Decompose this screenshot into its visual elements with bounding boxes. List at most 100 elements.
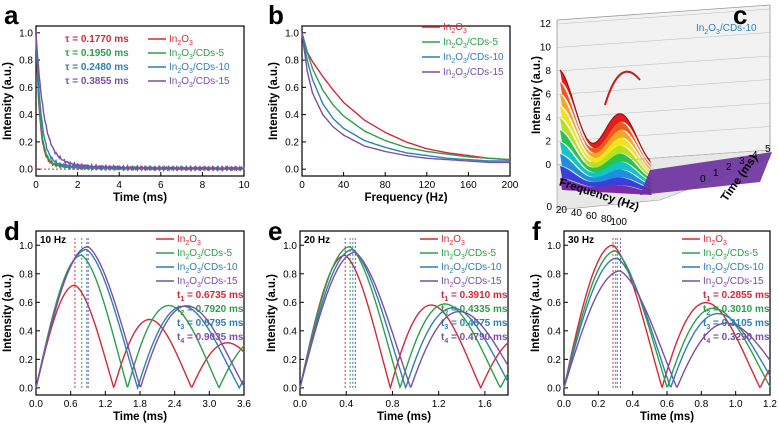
- time-tick-label: 4: [752, 150, 758, 161]
- x-tick-label: 0.0: [557, 399, 571, 410]
- z-tick-label: 12: [540, 19, 552, 30]
- frequency-tag: 30 Hz: [568, 235, 594, 246]
- t-value-label: t2 = 0.3010 ms: [703, 304, 770, 317]
- t-value-label: t1 = 0.6735 ms: [177, 290, 244, 303]
- surface-band: [560, 118, 652, 178]
- x-tick-label: 0.6: [660, 399, 674, 410]
- chart-a: 0 2 4 6 8 10 0.0 0.2 0.4 0.6 0.8 1.0 Time (ms) Intens…: [2, 25, 250, 204]
- legend-label: In2O3/CDs-10: [441, 262, 502, 275]
- y-tick-label: 0.4: [547, 326, 561, 337]
- legend-label: In2O3/CDs-10: [169, 62, 230, 75]
- legend-label: In2O3: [441, 234, 465, 247]
- surface-band: [560, 166, 652, 192]
- response-curve: [563, 270, 771, 389]
- chart-b: 0 40 80 120 160 200 0.0 0.2 0.4 0.6 0.8 1.0 Frequenc…: [268, 22, 519, 204]
- plot-frame: [35, 25, 245, 177]
- x-tick-label: 0.0: [29, 399, 43, 410]
- x-tick-label: 80: [380, 180, 392, 191]
- frequency-tag: 20 Hz: [304, 235, 330, 246]
- legend-label: In2O3/CDs-10: [443, 52, 504, 65]
- y-tick-label: 0.6: [19, 298, 33, 309]
- y-tick-label: 0.0: [283, 383, 297, 394]
- x-axis-label: Time (ms): [113, 411, 167, 423]
- surface-ridge: [559, 69, 651, 161]
- x-tick-label: 8: [200, 180, 206, 191]
- y-axis-label: Intensity (a.u.): [266, 274, 278, 352]
- legend-label: In2O3/CDs-10: [703, 262, 764, 275]
- x-tick-label: 1.8: [133, 399, 147, 410]
- response-curve: [35, 284, 245, 389]
- z-tick-label: 6: [545, 90, 551, 101]
- y-tick-label: 0.8: [19, 56, 33, 67]
- t-value-label: t4 = 0.9035 ms: [177, 332, 244, 345]
- frequency-tag: 10 Hz: [40, 235, 66, 246]
- x-tick-label: 2.4: [168, 399, 182, 410]
- panel-label-c: c: [733, 0, 747, 30]
- freq-tick-label: 40: [571, 208, 583, 219]
- x-tick-label: 0.4: [626, 399, 640, 410]
- x-tick-label: 1.6: [478, 399, 492, 410]
- x-axis-label: Frequency (Hz): [364, 192, 447, 204]
- spectrum-curve: [301, 32, 510, 164]
- x-tick-label: 40: [338, 180, 350, 191]
- legend-label: In2O3/CDs-5: [703, 248, 759, 261]
- x-axis-label: Time (ms): [113, 192, 167, 204]
- x-axis-label: Time (ms): [640, 411, 694, 423]
- z-axis-label: Intensity (a.u.): [531, 56, 543, 134]
- legend-label: In2O3/CDs-15: [443, 67, 504, 80]
- chart-d: 0.0 0.6 1.2 1.8 2.4 3.0 3.6 0.0 0.2 0.4 0.6 0.8 1.0 T…: [2, 230, 251, 423]
- y-tick-label: 0.0: [19, 383, 33, 394]
- t-value-label: t1 = 0.2855 ms: [703, 290, 770, 303]
- x-tick-label: 0: [33, 180, 39, 191]
- panel-label-a: a: [4, 0, 19, 30]
- tau-label: τ = 0.1770 ms: [65, 34, 129, 45]
- t-value-label: t3 = 0.3105 ms: [703, 318, 770, 331]
- y-tick-label: 0.6: [547, 298, 561, 309]
- plot-frame: [299, 230, 509, 396]
- surface-band: [560, 142, 652, 185]
- y-tick-label: 0.4: [285, 110, 299, 121]
- panel-label-e: e: [268, 216, 282, 246]
- x-tick-label: 1.0: [729, 399, 743, 410]
- y-tick-label: 0.8: [547, 269, 561, 280]
- x-tick-label: 0.4: [339, 399, 353, 410]
- y-axis-label: Intensity (a.u.): [2, 274, 14, 352]
- wall-grid: [556, 126, 771, 142]
- legend-label: In2O3/CDs-15: [169, 76, 230, 89]
- panel-label-f: f: [532, 216, 541, 246]
- x-tick-label: 0.6: [64, 399, 78, 410]
- wall-grid: [556, 102, 771, 119]
- y-tick-label: 1.0: [547, 241, 561, 252]
- legend-label: In2O3/CDs-15: [441, 276, 502, 289]
- t-value-label: t4 = 0.4790 ms: [441, 332, 508, 345]
- x-tick-label: 0: [299, 180, 305, 191]
- y-tick-label: 0.8: [283, 269, 297, 280]
- wall-grid: [556, 79, 771, 95]
- wall-grid: [556, 8, 771, 25]
- freq-tick-label: 20: [556, 205, 568, 216]
- y-tick-label: 1.0: [285, 28, 299, 39]
- chart-c-title: In2O3/CDs-10: [696, 23, 757, 36]
- response-curve: [299, 248, 509, 390]
- x-tick-label: 3.0: [202, 399, 216, 410]
- x-tick-label: 1.2: [763, 399, 777, 410]
- spectrum-curve: [301, 32, 511, 161]
- freq-tick-label: 80: [601, 214, 613, 225]
- x-tick-label: 1.2: [98, 399, 112, 410]
- x-tick-label: 0.8: [694, 399, 708, 410]
- x-tick-label: 10: [238, 180, 250, 191]
- t-value-label: t2 = 0.4335 ms: [441, 304, 508, 317]
- y-tick-label: 0.2: [283, 355, 297, 366]
- spectrum-curve: [301, 32, 511, 161]
- legend-label: In2O3: [443, 22, 467, 35]
- surface-band: [560, 154, 652, 189]
- freq-tick-label: 0: [546, 202, 552, 213]
- time-tick-label: 3: [739, 156, 745, 167]
- z-tick-label: 4: [545, 113, 551, 124]
- legend-label: In2O3/CDs-5: [441, 248, 497, 261]
- t-value-label: t2 = 0.7920 ms: [177, 304, 244, 317]
- y-axis-label: Intensity (a.u.): [268, 62, 280, 140]
- wall-grid: [556, 32, 771, 48]
- y-tick-label: 0.6: [285, 83, 299, 94]
